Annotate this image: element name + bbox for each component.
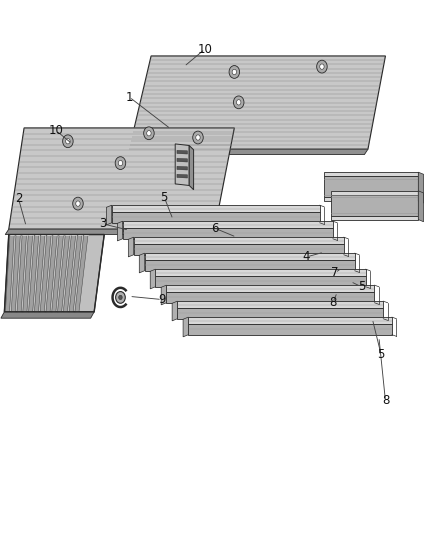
Polygon shape [5, 229, 215, 235]
Polygon shape [177, 158, 187, 162]
Polygon shape [134, 237, 344, 244]
Polygon shape [4, 235, 104, 312]
Polygon shape [28, 235, 39, 312]
Text: 2: 2 [14, 192, 22, 205]
Text: 5: 5 [378, 348, 385, 361]
Polygon shape [129, 56, 385, 149]
Text: 1: 1 [125, 91, 133, 103]
Polygon shape [1, 312, 94, 318]
Polygon shape [150, 269, 155, 289]
Polygon shape [134, 244, 344, 255]
Polygon shape [117, 221, 123, 241]
Text: 4: 4 [303, 251, 311, 263]
Text: 5: 5 [161, 191, 168, 204]
Circle shape [118, 160, 123, 166]
Text: 10: 10 [49, 124, 64, 137]
Polygon shape [418, 172, 424, 203]
Polygon shape [188, 317, 392, 324]
Polygon shape [145, 253, 355, 260]
Polygon shape [177, 308, 383, 319]
Circle shape [63, 135, 73, 148]
Polygon shape [64, 235, 76, 312]
Polygon shape [177, 150, 187, 154]
Polygon shape [177, 166, 187, 170]
Circle shape [66, 139, 70, 144]
Polygon shape [189, 146, 194, 190]
Polygon shape [112, 212, 320, 223]
Polygon shape [331, 195, 418, 216]
Polygon shape [139, 253, 145, 273]
Circle shape [233, 96, 244, 109]
Text: 8: 8 [382, 394, 389, 407]
Circle shape [116, 292, 125, 303]
Polygon shape [46, 235, 57, 312]
Circle shape [193, 131, 203, 144]
Text: 10: 10 [198, 43, 212, 55]
Polygon shape [57, 235, 70, 312]
Polygon shape [324, 172, 418, 176]
Polygon shape [188, 324, 392, 335]
Polygon shape [75, 235, 88, 312]
Text: 6: 6 [211, 222, 219, 235]
Polygon shape [324, 176, 418, 197]
Circle shape [115, 157, 126, 169]
Circle shape [317, 60, 327, 73]
Polygon shape [155, 276, 366, 287]
Text: 7: 7 [331, 266, 339, 279]
Circle shape [229, 66, 240, 78]
Polygon shape [166, 292, 374, 303]
Polygon shape [177, 174, 187, 178]
Polygon shape [11, 235, 21, 312]
Circle shape [76, 201, 80, 206]
Polygon shape [40, 235, 51, 312]
Circle shape [232, 69, 237, 75]
Polygon shape [172, 301, 177, 321]
Polygon shape [5, 235, 14, 312]
Polygon shape [112, 205, 320, 212]
Text: 9: 9 [158, 293, 166, 306]
Text: 3: 3 [99, 217, 106, 230]
Polygon shape [175, 144, 189, 185]
Polygon shape [331, 216, 418, 220]
Circle shape [119, 295, 122, 300]
Polygon shape [183, 317, 188, 337]
Text: 8: 8 [329, 296, 336, 309]
Polygon shape [177, 301, 383, 308]
Polygon shape [324, 197, 418, 201]
Polygon shape [9, 128, 234, 229]
Polygon shape [123, 221, 333, 228]
Polygon shape [166, 285, 374, 292]
Polygon shape [155, 269, 366, 276]
Polygon shape [161, 285, 166, 305]
Polygon shape [35, 235, 45, 312]
Polygon shape [128, 237, 134, 257]
Polygon shape [123, 228, 333, 239]
Polygon shape [52, 235, 64, 312]
Text: 5: 5 [358, 280, 365, 293]
Circle shape [237, 100, 241, 105]
Polygon shape [331, 191, 418, 195]
Polygon shape [17, 235, 27, 312]
Circle shape [73, 197, 83, 210]
Polygon shape [418, 191, 424, 222]
Circle shape [320, 64, 324, 69]
Polygon shape [23, 235, 33, 312]
Circle shape [144, 127, 154, 140]
Polygon shape [126, 149, 368, 155]
Polygon shape [106, 205, 112, 225]
Circle shape [196, 135, 200, 140]
Polygon shape [145, 260, 355, 271]
Polygon shape [69, 235, 82, 312]
Circle shape [147, 131, 151, 136]
